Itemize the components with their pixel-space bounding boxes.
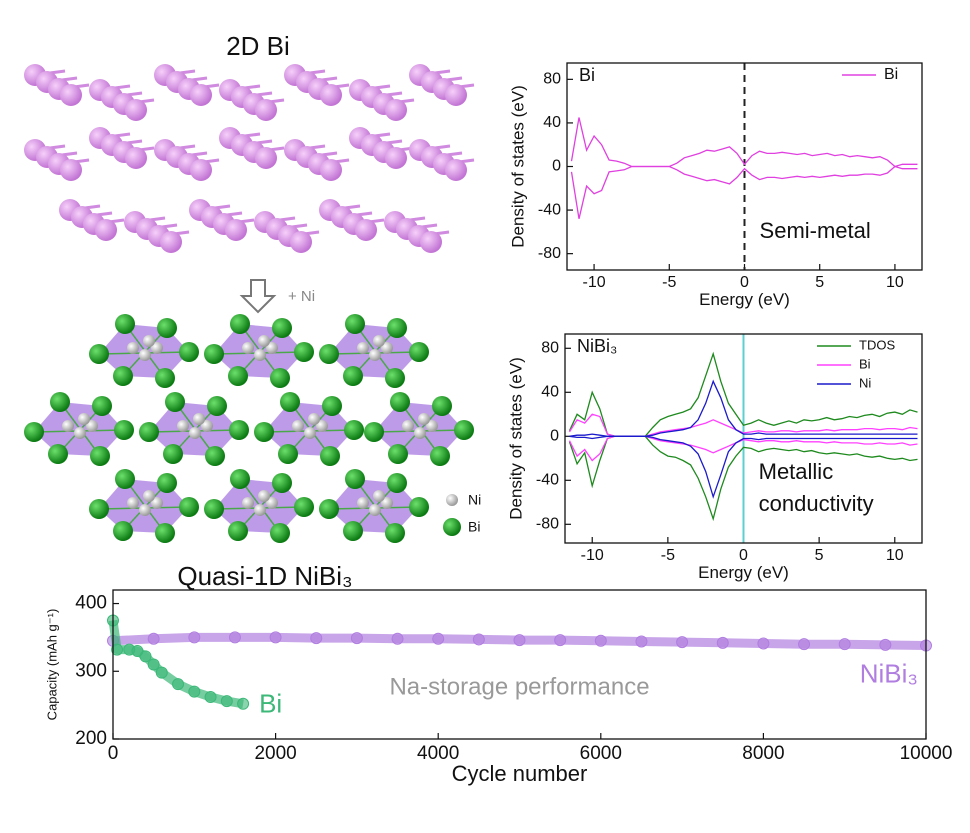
- y-tick-label: 0: [550, 428, 559, 445]
- y-axis-label: Density of states (eV): [508, 85, 527, 248]
- dos-line: [569, 435, 918, 499]
- annotation: Na-storage performance: [389, 674, 649, 701]
- dos-line: [570, 117, 918, 168]
- y-tick-label: -40: [536, 472, 559, 489]
- y-tick-label: 0: [552, 158, 561, 175]
- legend-label: Bi: [884, 66, 898, 83]
- y-tick-label: -80: [536, 516, 559, 533]
- x-tick-label: 10: [886, 274, 904, 291]
- plot-frame: [564, 333, 923, 544]
- plot: [568, 334, 918, 543]
- y-tick-label: 80: [541, 340, 559, 357]
- x-tick-label: 8000: [742, 743, 784, 764]
- x-tick-label: 6000: [580, 743, 622, 764]
- y-tick-label: 200: [75, 728, 107, 749]
- y-tick-label: 80: [543, 71, 561, 88]
- legend-label: Ni: [468, 492, 481, 508]
- dos-line: [570, 165, 918, 219]
- y-tick-label: -80: [538, 245, 561, 262]
- x-axis-label: Energy (eV): [699, 290, 790, 309]
- x-tick-label: 5: [815, 274, 824, 291]
- x-tick-label: -10: [583, 274, 606, 291]
- plot: [570, 63, 918, 270]
- bi-structure: [22, 62, 476, 255]
- y-axis-label: Density of states (eV): [506, 357, 525, 520]
- legend-label: Bi: [859, 356, 871, 371]
- plot-frame: [566, 62, 923, 271]
- series-label: Bi: [259, 689, 282, 719]
- y-axis-label: Capacity (mAh g⁻¹): [44, 609, 59, 721]
- x-tick-label: -5: [661, 547, 675, 564]
- nibi3-structure: [23, 313, 475, 544]
- series-line: [112, 632, 927, 650]
- annotation: conductivity: [759, 491, 874, 516]
- x-tick-label: 10: [886, 547, 904, 564]
- legend-marker: [443, 518, 461, 536]
- y-tick-label: 300: [75, 660, 107, 681]
- x-tick-label: -5: [662, 274, 676, 291]
- y-tick-label: 40: [541, 384, 559, 401]
- series-label: NiBi₃: [860, 658, 918, 688]
- x-tick-label: -10: [581, 547, 604, 564]
- x-tick-label: 0: [740, 274, 749, 291]
- arrow: [239, 279, 277, 314]
- arrow-label: + Ni: [288, 288, 315, 305]
- structure-title: 2D Bi: [226, 31, 290, 61]
- series: [107, 614, 250, 710]
- structure-title: Quasi-1D NiBi₃: [177, 561, 352, 591]
- x-axis-label: Energy (eV): [698, 563, 789, 582]
- annotation: Semi-metal: [760, 218, 871, 243]
- panel-label: NiBi₃: [577, 336, 617, 356]
- x-axis-label: Cycle number: [452, 761, 588, 786]
- x-tick-label: 2000: [254, 743, 296, 764]
- annotation: Metallic: [759, 459, 834, 484]
- legend-marker: [446, 494, 458, 506]
- legend-label: Ni: [859, 375, 871, 390]
- y-tick-label: -40: [538, 201, 561, 218]
- plot-frame: [112, 589, 927, 740]
- x-tick-label: 0: [108, 743, 119, 764]
- x-tick-label: 10000: [900, 743, 953, 764]
- series-line: [108, 619, 244, 709]
- legend-label: Bi: [468, 519, 480, 535]
- x-tick-label: 5: [815, 547, 824, 564]
- legend-label: TDOS: [859, 337, 895, 352]
- y-tick-label: 40: [543, 114, 561, 131]
- x-tick-label: 0: [739, 547, 748, 564]
- x-tick-label: 4000: [417, 743, 459, 764]
- series: [107, 631, 932, 652]
- y-tick-label: 400: [75, 593, 107, 614]
- panel-label: Bi: [579, 65, 595, 85]
